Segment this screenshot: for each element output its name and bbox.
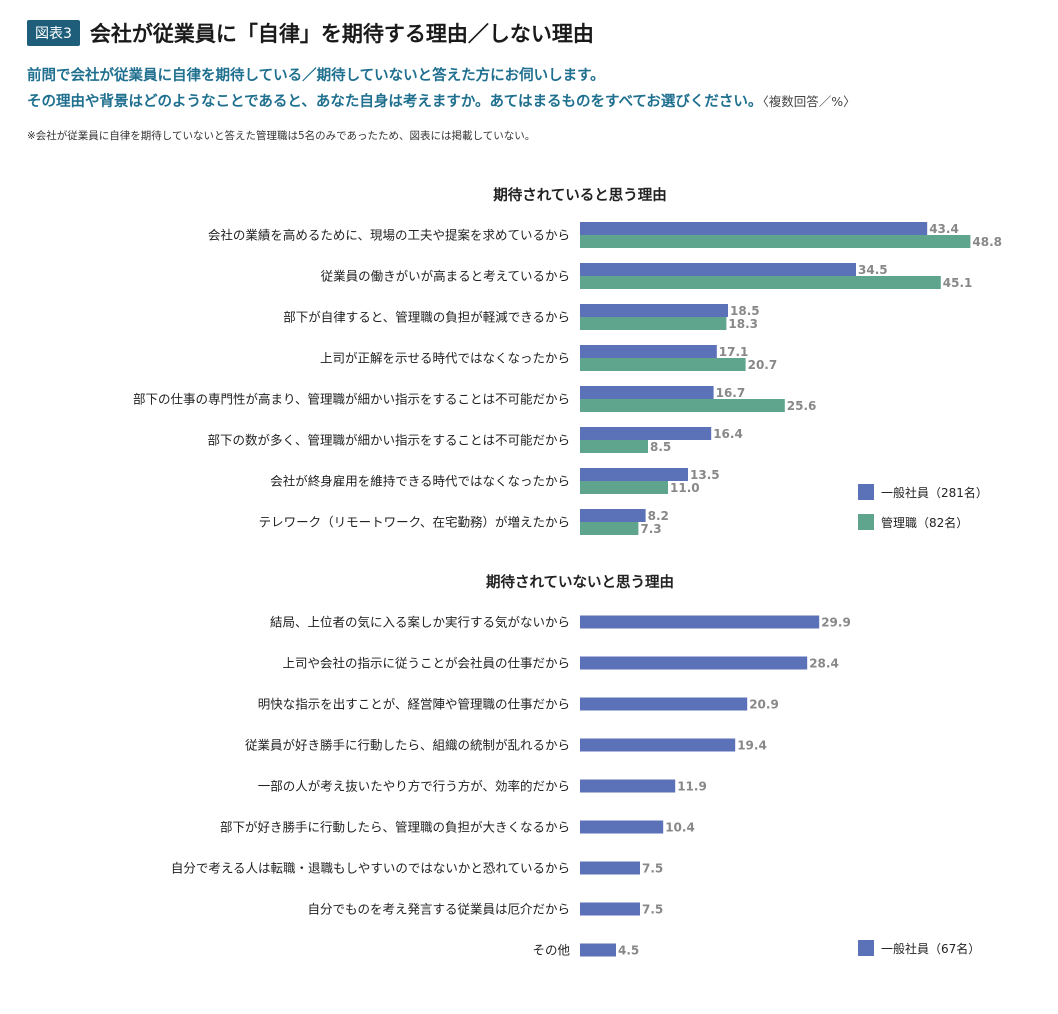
chart-1-bar [580, 399, 785, 412]
footnote: ※会社が従業員に自律を期待していないと答えた管理職は5名のみであったため、図表に… [27, 130, 536, 142]
chart-1-value-label: 18.3 [728, 317, 758, 331]
question-answer-format: 〈複数回答／%〉 [762, 94, 856, 109]
chart-1-bar [580, 440, 648, 453]
figure-badge: 図表3 [27, 20, 80, 46]
chart-1-value-label: 20.7 [748, 358, 778, 372]
chart-1-category-label: 部下の数が多く、管理職が細かい指示をすることは不可能だから [207, 433, 570, 448]
chart-1-category-label: 部下の仕事の専門性が高まり、管理職が細かい指示をすることは不可能だから [133, 392, 570, 407]
chart-2-value-label: 7.5 [642, 862, 663, 876]
chart-2-bar [580, 656, 808, 670]
chart-1-bar [580, 304, 728, 317]
chart-1-category-label: 従業員の働きがいが高まると考えているから [321, 269, 570, 284]
chart-2-bar [580, 615, 820, 629]
figure-title: 会社が従業員に「自律」を期待する理由／しない理由 [89, 22, 594, 46]
chart-2-bar [580, 738, 736, 752]
chart-1-value-label: 34.5 [858, 263, 888, 277]
chart-1-bar [580, 222, 928, 235]
chart-2-category-label: 自分でものを考え発言する従業員は厄介だから [307, 902, 570, 917]
chart-1-value-label: 16.4 [713, 427, 743, 441]
chart-1-bar [580, 276, 941, 289]
chart-2-legend-label: 一般社員（67名） [881, 941, 980, 956]
chart-1-bar [580, 386, 714, 399]
chart-1-bar [580, 427, 712, 440]
chart-1-bar [580, 345, 717, 358]
chart-2-bar [580, 902, 640, 916]
chart-2-bar [580, 697, 748, 711]
chart-1-bar [580, 481, 668, 494]
chart-2-value-label: 11.9 [677, 780, 707, 794]
question-line-1: 前問で会社が従業員に自律を期待している／期待していないと答えた方にお伺いします。 [27, 68, 605, 84]
chart-1-value-label: 13.5 [690, 468, 720, 482]
chart-2-value-label: 28.4 [809, 657, 839, 671]
chart-2-bar [580, 820, 664, 834]
chart-1-legend-swatch [858, 514, 874, 530]
chart-1-value-label: 7.3 [640, 522, 661, 536]
chart-1-bar [580, 263, 856, 276]
chart-1-value-label: 16.7 [716, 386, 746, 400]
chart-1-bar [580, 522, 639, 535]
chart-1-bar [580, 468, 688, 481]
chart-1-value-label: 45.1 [943, 276, 973, 290]
chart-1-value-label: 48.8 [972, 235, 1002, 249]
chart-2-bar [580, 779, 676, 793]
chart-1-value-label: 43.4 [929, 222, 959, 236]
chart-1-category-label: テレワーク（リモートワーク、在宅勤務）が増えたから [259, 515, 570, 530]
chart-1-value-label: 25.6 [787, 399, 817, 413]
chart-1-category-label: 部下が自律すると、管理職の負担が軽減できるから [283, 310, 570, 325]
chart-1-value-label: 17.1 [719, 345, 749, 359]
chart-1-value-label: 11.0 [670, 481, 700, 495]
chart-2-category-label: 従業員が好き勝手に行動したら、組織の統制が乱れるから [245, 738, 570, 753]
chart-2-value-label: 7.5 [642, 903, 663, 917]
chart-2-value-label: 29.9 [821, 616, 851, 630]
chart-1-category-label: 上司が正解を示せる時代ではなくなったから [320, 351, 570, 366]
chart-2-category-label: 上司や会社の指示に従うことが会社員の仕事だから [282, 656, 570, 671]
chart-1-category-label: 会社が終身雇用を維持できる時代ではなくなったから [270, 474, 570, 489]
chart-2-category-label: 結局、上位者の気に入る案しか実行する気がないから [270, 615, 570, 630]
chart-1-value-label: 8.5 [650, 440, 671, 454]
chart-1-value-label: 8.2 [648, 509, 669, 523]
chart-1-category-label: 会社の業績を高めるために、現場の工夫や提案を求めているから [208, 228, 570, 243]
chart-2-category-label: 自分で考える人は転職・退職もしやすいのではないかと恐れているから [171, 861, 570, 876]
chart-1-legend-swatch [858, 484, 874, 500]
question-text: 前問で会社が従業員に自律を期待している／期待していないと答えた方にお伺いします。… [27, 63, 1047, 115]
chart-2-category-label: 明快な指示を出すことが、経営陣や管理職の仕事だから [258, 697, 570, 712]
chart-2-value-label: 4.5 [618, 944, 639, 958]
chart-1-bar [580, 509, 646, 522]
chart-1-bar [580, 235, 971, 248]
figure-header: 図表3 会社が従業員に「自律」を期待する理由／しない理由 [27, 18, 594, 48]
question-line-2: その理由や背景はどのようなことであると、あなた自身は考えますか。あてはまるものを… [27, 89, 1047, 115]
chart-1-bar [580, 358, 746, 371]
chart-2-value-label: 10.4 [665, 821, 695, 835]
chart-2-value-label: 19.4 [737, 739, 767, 753]
question-line-2-main: その理由や背景はどのようなことであると、あなた自身は考えますか。あてはまるものを… [27, 94, 763, 110]
chart-2-title: 期待されていないと思う理由 [486, 573, 674, 591]
chart-1-value-label: 18.5 [730, 304, 760, 318]
chart-2-value-label: 20.9 [749, 698, 779, 712]
chart-2-bar [580, 861, 640, 875]
chart-2-category-label: 部下が好き勝手に行動したら、管理職の負担が大きくなるから [220, 820, 570, 835]
chart-2-category-label: 一部の人が考え抜いたやり方で行う方が、効率的だから [258, 779, 570, 794]
chart-2-bar [580, 943, 616, 957]
chart-1-title: 期待されていると思う理由 [493, 186, 667, 204]
chart-1-legend-label: 一般社員（281名） [881, 485, 988, 500]
chart-1-legend-label: 管理職（82名） [881, 515, 968, 530]
chart-2-legend-swatch [858, 940, 874, 956]
chart-2-category-label: その他 [532, 943, 570, 958]
chart-1-bar [580, 317, 727, 330]
